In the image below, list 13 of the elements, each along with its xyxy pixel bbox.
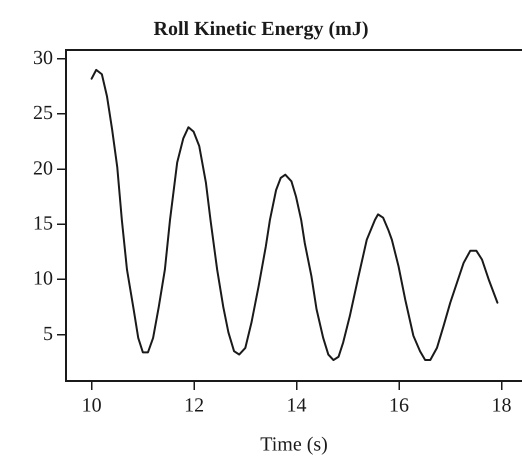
y-tick-label: 20 xyxy=(33,157,53,180)
x-tick-label: 12 xyxy=(184,394,204,416)
x-tick-label: 16 xyxy=(389,394,410,416)
x-tick-label: 14 xyxy=(286,394,307,416)
y-tick-label: 15 xyxy=(33,212,53,235)
x-tick-label: 18 xyxy=(492,394,512,416)
y-tick-label: 25 xyxy=(33,102,53,124)
y-tick-label: 10 xyxy=(33,268,53,290)
y-tick-label: 30 xyxy=(33,47,53,70)
y-tick-label: 5 xyxy=(43,322,53,345)
x-axis-title: Time (s) xyxy=(260,433,328,456)
x-tick-label: 10 xyxy=(82,394,102,416)
chart-title: Roll Kinetic Energy (mJ) xyxy=(154,18,368,40)
